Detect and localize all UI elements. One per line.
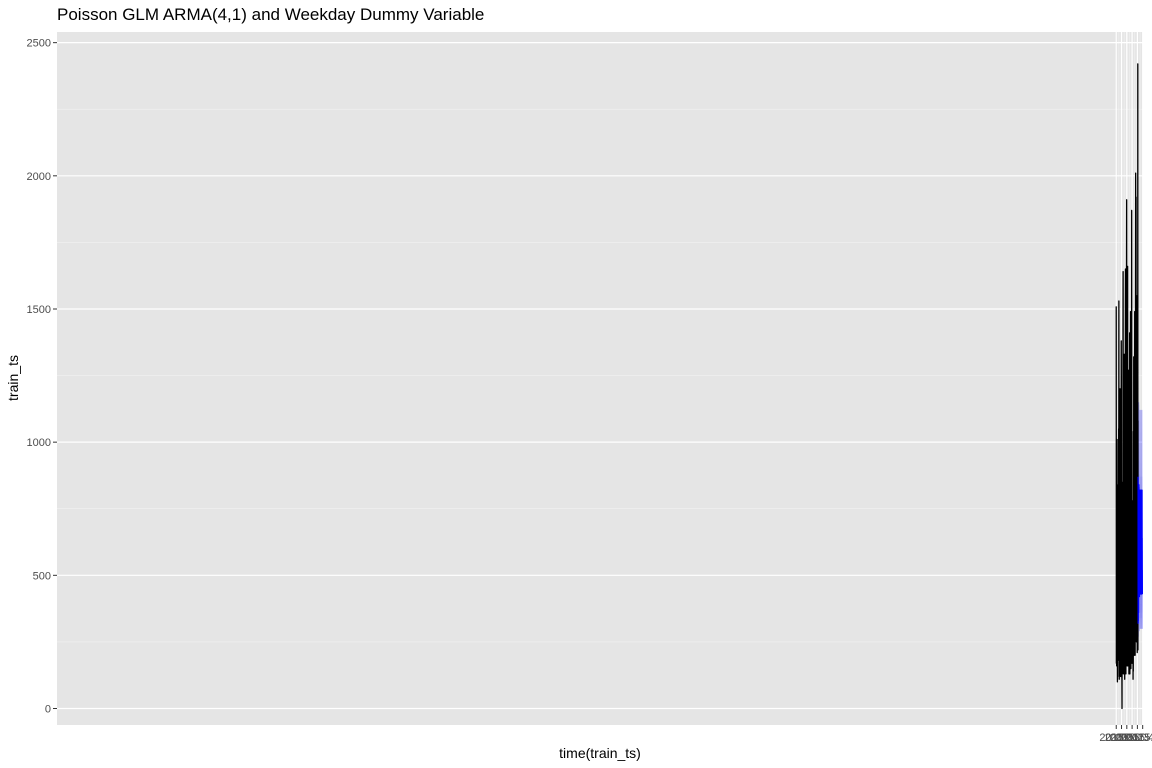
x-tick-label: 2015.1	[1105, 732, 1139, 744]
y-tick-label: 500	[33, 570, 51, 582]
y-axis: 0 500 1000 1500 2000 2500	[27, 38, 57, 715]
y-axis-title: train_ts	[5, 355, 21, 401]
y-tick-label: 1000	[27, 437, 51, 449]
plot-panel	[57, 32, 1143, 725]
x-axis-title: time(train_ts)	[559, 745, 641, 761]
x-tick-label: 2015.5	[1126, 732, 1152, 744]
forecast-mean-line	[1137, 476, 1144, 624]
observed-series-line	[1115, 63, 1139, 710]
y-tick-label: 2000	[27, 171, 51, 183]
x-tick-label: 2015.4	[1121, 732, 1152, 744]
y-tick-label: 1500	[27, 304, 51, 316]
x-tick-label: 2015.3	[1115, 732, 1149, 744]
x-tick-label: 2015.0	[1099, 732, 1133, 744]
y-tick-label: 0	[45, 703, 51, 715]
series-lines	[1115, 63, 1144, 710]
chart-title: Poisson GLM ARMA(4,1) and Weekday Dummy …	[57, 5, 484, 24]
y-tick-label: 2500	[27, 38, 51, 50]
x-tick-label: 2015.2	[1110, 732, 1144, 744]
